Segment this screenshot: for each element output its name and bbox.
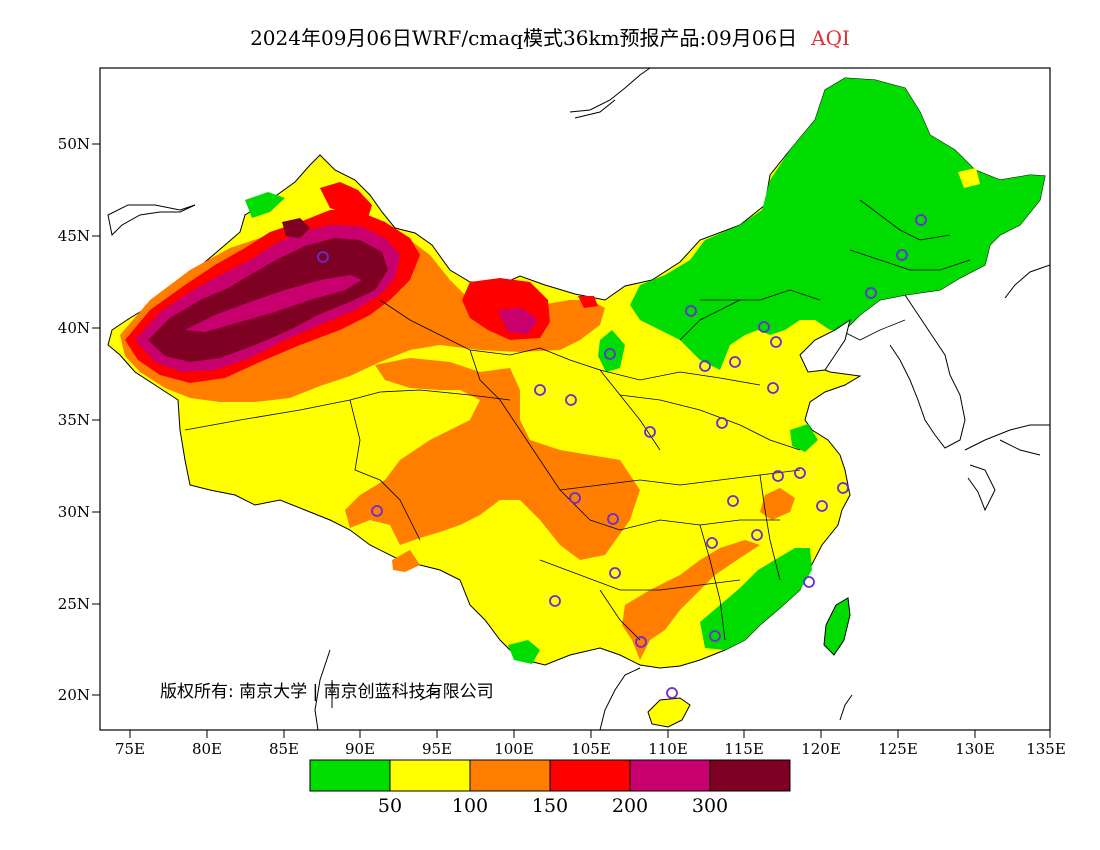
- region-taiwan: [823, 597, 851, 656]
- color-legend: 50 100 150 200 300: [309, 759, 791, 817]
- station-marker: [896, 249, 908, 261]
- lon-tick-label: 125E: [878, 740, 918, 758]
- lat-tick-label: 40N: [58, 319, 90, 337]
- map-frame: [99, 67, 1051, 731]
- legend-label: 50: [378, 795, 402, 817]
- station-marker: [534, 384, 546, 396]
- station-marker: [794, 467, 806, 479]
- lon-axis: 75E 80E 85E 90E 95E 100E 105E 110E 115E …: [115, 730, 1066, 758]
- coastline-vietnam: [314, 649, 641, 730]
- map-title: 2024年09月06日WRF/cmaq模式36km预报产品:09月06日 AQI: [0, 22, 1100, 51]
- legend-swatch: [630, 760, 710, 791]
- lon-tick-label: 135E: [1026, 740, 1066, 758]
- region-very-unhealthy-band: [185, 275, 362, 332]
- coastline-korea: [889, 294, 966, 449]
- lon-tick-label: 95E: [422, 740, 452, 758]
- station-marker: [727, 495, 739, 507]
- station-marker: [865, 287, 877, 299]
- station-markers: [317, 214, 927, 699]
- station-marker: [569, 492, 581, 504]
- region-moderate-ne-spot: [958, 168, 980, 188]
- title-variable: AQI: [811, 26, 850, 50]
- station-marker: [837, 482, 849, 494]
- lat-tick-label: 35N: [58, 411, 90, 429]
- station-marker: [666, 687, 678, 699]
- region-good-east-coast: [790, 424, 818, 452]
- legend-label: 150: [532, 795, 568, 817]
- station-marker: [699, 360, 711, 372]
- coastline-philippines: [839, 694, 853, 721]
- region-unhealthy-north: [320, 182, 372, 218]
- lon-tick-label: 110E: [648, 740, 688, 758]
- lon-tick-label: 100E: [494, 740, 534, 758]
- coastline-sakhalin: [569, 68, 651, 119]
- station-marker: [767, 382, 779, 394]
- lon-tick-label: 115E: [724, 740, 764, 758]
- station-marker: [371, 505, 383, 517]
- station-marker: [772, 470, 784, 482]
- lon-tick-label: 120E: [801, 740, 841, 758]
- station-marker: [706, 537, 718, 549]
- legend-label: 100: [452, 795, 488, 817]
- lon-tick-label: 105E: [571, 740, 611, 758]
- legend-label: 300: [692, 795, 728, 817]
- region-good-northeast: [630, 78, 1045, 370]
- lat-axis: 50N 45N 40N 35N 30N 25N 20N: [58, 135, 100, 704]
- lon-tick-label: 90E: [345, 740, 375, 758]
- station-marker: [317, 251, 329, 263]
- lon-tick-label: 80E: [192, 740, 222, 758]
- station-marker: [549, 595, 561, 607]
- coastline-lake-balkhash: [107, 204, 196, 237]
- region-usg-east: [760, 488, 795, 520]
- region-usg-border: [392, 550, 420, 572]
- lat-tick-label: 50N: [58, 135, 90, 153]
- copyright-text: 版权所有: 南京大学 | 南京创蓝科技有限公司: [160, 682, 494, 702]
- station-marker: [770, 336, 782, 348]
- station-marker: [915, 214, 927, 226]
- station-marker: [709, 630, 721, 642]
- station-marker: [644, 426, 656, 438]
- region-good-northwest-tip: [245, 192, 285, 218]
- bay-bohai: [799, 318, 851, 373]
- station-marker: [685, 305, 697, 317]
- legend-swatch: [710, 760, 790, 791]
- region-moderate-north-patch: [740, 368, 820, 400]
- title-main: 2024年09月06日WRF/cmaq模式36km预报产品:09月06日: [250, 26, 798, 50]
- region-unhealthy-spot: [578, 296, 598, 308]
- lat-tick-label: 25N: [58, 595, 90, 613]
- station-marker: [729, 356, 741, 368]
- lat-tick-label: 30N: [58, 503, 90, 521]
- station-marker: [803, 576, 815, 588]
- region-good-north-west: [598, 330, 625, 372]
- legend-swatch: [470, 760, 550, 791]
- station-marker: [716, 417, 728, 429]
- coastline-japan: [964, 264, 1050, 512]
- station-marker: [607, 513, 619, 525]
- station-marker: [758, 321, 770, 333]
- station-marker: [635, 636, 647, 648]
- region-hazardous-small: [282, 218, 310, 238]
- map-content: 版权所有: 南京大学 | 南京创蓝科技有限公司: [107, 68, 1050, 730]
- region-good-southeast: [700, 548, 812, 650]
- region-hainan: [647, 697, 691, 728]
- legend-label: 200: [612, 795, 648, 817]
- region-very-unhealthy-east: [498, 308, 538, 334]
- legend-swatch: [550, 760, 630, 791]
- lat-tick-label: 45N: [58, 227, 90, 245]
- station-marker: [604, 348, 616, 360]
- lon-tick-label: 75E: [115, 740, 145, 758]
- lat-tick-label: 20N: [58, 686, 90, 704]
- station-marker: [565, 394, 577, 406]
- legend-swatch: [390, 760, 470, 791]
- station-marker: [816, 500, 828, 512]
- legend-swatch: [310, 760, 390, 791]
- lon-tick-label: 130E: [955, 740, 995, 758]
- station-marker: [609, 567, 621, 579]
- station-marker: [751, 529, 763, 541]
- region-good-south-small: [508, 640, 540, 664]
- region-usg-south: [622, 540, 760, 660]
- region-usg-central: [345, 358, 640, 560]
- lon-tick-label: 85E: [269, 740, 299, 758]
